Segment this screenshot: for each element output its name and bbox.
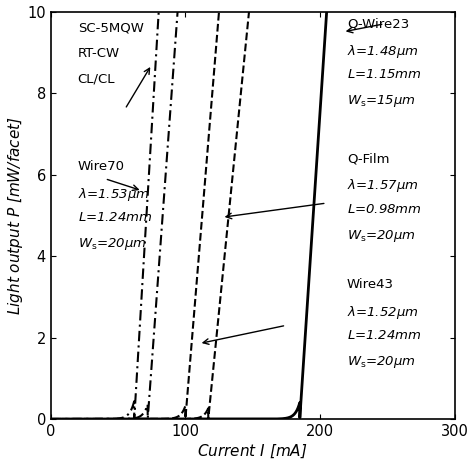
Text: $W_{\rm s}$=15μm: $W_{\rm s}$=15μm [347,94,416,110]
Text: Wire70: Wire70 [78,160,125,173]
X-axis label: Current $I$ [mA]: Current $I$ [mA] [197,443,308,460]
Text: $L$=1.24mm: $L$=1.24mm [78,211,152,224]
Text: $L$=0.98mm: $L$=0.98mm [347,203,422,216]
Text: $\lambda$=1.57μm: $\lambda$=1.57μm [347,178,419,194]
Y-axis label: Light output $P$ [mW/facet]: Light output $P$ [mW/facet] [6,116,25,315]
Text: $L$=1.15mm: $L$=1.15mm [347,68,422,81]
Text: RT-CW: RT-CW [78,47,120,60]
Text: $W_{\rm s}$=20μm: $W_{\rm s}$=20μm [347,354,416,370]
Text: CL/CL: CL/CL [78,72,115,85]
Text: $W_{\rm s}$=20μm: $W_{\rm s}$=20μm [347,228,416,244]
Text: SC-5MQW: SC-5MQW [78,22,144,35]
Text: $\lambda$=1.48μm: $\lambda$=1.48μm [347,43,419,60]
Text: Q-Wire23: Q-Wire23 [347,18,409,31]
Text: $L$=1.24mm: $L$=1.24mm [347,329,421,342]
Text: $\lambda$=1.53μm: $\lambda$=1.53μm [78,185,149,203]
Text: $\lambda$=1.52μm: $\lambda$=1.52μm [347,304,419,321]
Text: Wire43: Wire43 [347,279,394,291]
Text: $W_{\rm s}$=20μm: $W_{\rm s}$=20μm [78,236,146,252]
Text: Q-Film: Q-Film [347,152,389,165]
